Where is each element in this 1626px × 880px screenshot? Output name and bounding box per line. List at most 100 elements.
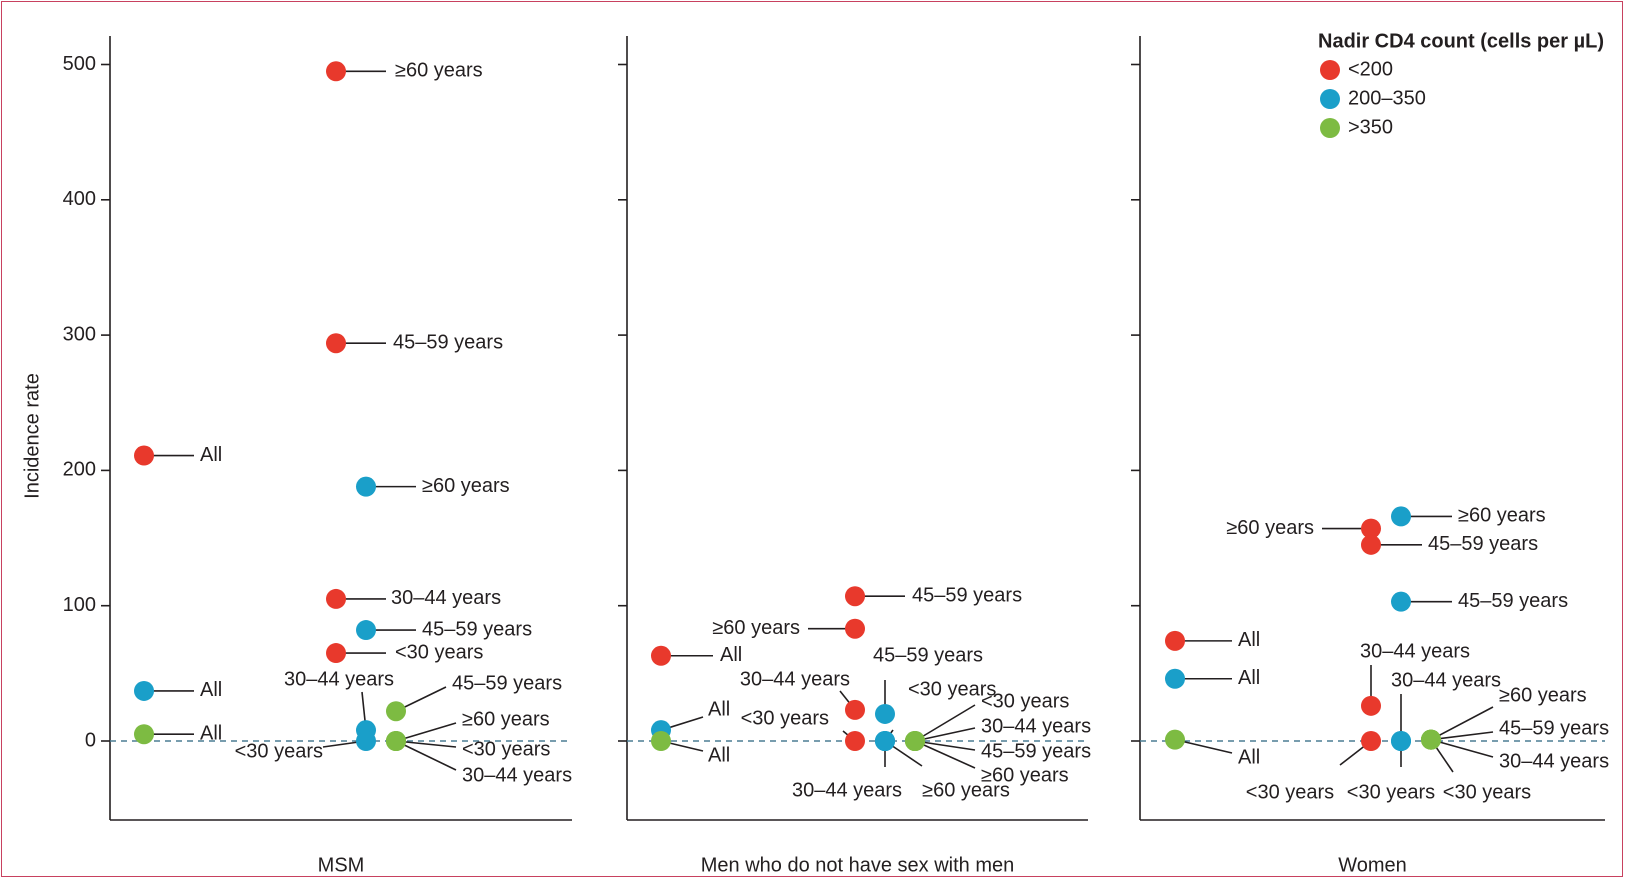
point-label: 45–59 years [452, 672, 562, 694]
point-label: ≥60 years [1499, 684, 1587, 706]
legend-marker-gt350 [1320, 118, 1340, 138]
point-label: 45–59 years [1499, 717, 1609, 739]
data-point [1421, 729, 1441, 750]
data-point [326, 333, 346, 354]
leader-line [395, 740, 457, 748]
point-label: ≥60 years [922, 779, 1010, 801]
leader-line [1430, 706, 1494, 741]
panel-2-name: Men who do not have sex with men [701, 854, 1015, 876]
point-label: 30–44 years [740, 668, 850, 690]
y-tick-label-300: 300 [63, 323, 96, 345]
point-label: ≥60 years [1458, 505, 1546, 527]
data-point [356, 476, 376, 497]
point-label: All [200, 444, 222, 466]
y-tick-label-200: 200 [63, 459, 96, 481]
point-label: 30–44 years [462, 764, 572, 786]
data-point [386, 701, 406, 722]
point-label: All [708, 698, 730, 720]
data-point [905, 731, 925, 751]
data-point [1391, 591, 1411, 612]
leader-line [914, 740, 976, 769]
point-label: 45–59 years [912, 585, 1022, 607]
y-tick-label-0: 0 [85, 729, 96, 751]
point-label: <30 years [1347, 781, 1435, 803]
data-point [326, 61, 346, 82]
point-label: <30 years [981, 690, 1069, 712]
point-label: ≥60 years [422, 475, 510, 497]
point-label: 30–44 years [1499, 750, 1609, 772]
point-label: 30–44 years [284, 668, 394, 690]
data-point [845, 618, 865, 639]
point-label: 45–59 years [422, 618, 532, 640]
point-label: All [200, 723, 222, 745]
data-point [356, 731, 376, 751]
point-label: ≥60 years [1226, 517, 1314, 539]
data-point [845, 586, 865, 607]
panel-3-name: Women [1338, 854, 1407, 876]
y-tick-label-100: 100 [63, 594, 96, 616]
point-label: 45–59 years [1428, 533, 1538, 555]
legend-label-lt200: <200 [1348, 58, 1393, 80]
point-label: All [1238, 667, 1260, 689]
point-label: <30 years [235, 740, 323, 762]
point-label: <30 years [395, 641, 483, 663]
data-point [845, 699, 865, 720]
data-point [326, 588, 346, 609]
point-label: 45–59 years [1458, 590, 1568, 612]
point-label: <30 years [1443, 781, 1531, 803]
legend-label-gt350: >350 [1348, 116, 1393, 138]
data-point [1361, 731, 1381, 751]
point-label: All [720, 644, 742, 666]
point-label: All [200, 679, 222, 701]
data-point [651, 645, 671, 666]
legend-label-200_350: 200–350 [1348, 87, 1426, 109]
legend-title: Nadir CD4 count (cells per µL) [1318, 30, 1604, 52]
data-point [134, 724, 154, 745]
data-point [134, 445, 154, 466]
point-label: <30 years [1246, 781, 1334, 803]
point-label: <30 years [462, 738, 550, 760]
leader-line [914, 727, 976, 742]
point-label: 30–44 years [792, 779, 902, 801]
data-point [1165, 630, 1185, 651]
data-point [1391, 731, 1411, 751]
data-point [845, 731, 865, 751]
point-label: All [1238, 629, 1260, 651]
point-label: 45–59 years [873, 644, 983, 666]
data-point [326, 643, 346, 664]
point-label: ≥60 years [981, 764, 1069, 786]
point-label: 30–44 years [981, 715, 1091, 737]
legend-marker-200_350 [1320, 89, 1340, 109]
y-tick-label-400: 400 [63, 188, 96, 210]
y-tick-label-500: 500 [63, 53, 96, 75]
data-point [1165, 729, 1185, 750]
legend-marker-lt200 [1320, 60, 1340, 80]
leader-line [914, 740, 976, 751]
point-label: ≥60 years [712, 617, 800, 639]
point-label: 30–44 years [1360, 640, 1470, 662]
data-point [651, 731, 671, 751]
data-point [356, 620, 376, 641]
point-label: <30 years [741, 707, 829, 729]
data-point [386, 731, 406, 751]
data-point [134, 680, 154, 701]
leader-line [1430, 738, 1494, 758]
data-point [1361, 695, 1381, 716]
point-label: All [708, 744, 730, 766]
panel-1-name: MSM [318, 854, 365, 876]
y-axis-title: Incidence rate [21, 373, 43, 499]
data-point [1361, 534, 1381, 555]
point-label: ≥60 years [395, 60, 483, 82]
leader-line [1430, 731, 1494, 741]
point-label: 30–44 years [1391, 669, 1501, 691]
data-point [1391, 506, 1411, 527]
point-label: 30–44 years [391, 587, 501, 609]
leader-line [395, 740, 457, 771]
point-label: 45–59 years [393, 331, 503, 353]
point-label: All [1238, 746, 1260, 768]
data-point [875, 703, 895, 724]
point-label: ≥60 years [462, 708, 550, 730]
point-label: 45–59 years [981, 740, 1091, 762]
